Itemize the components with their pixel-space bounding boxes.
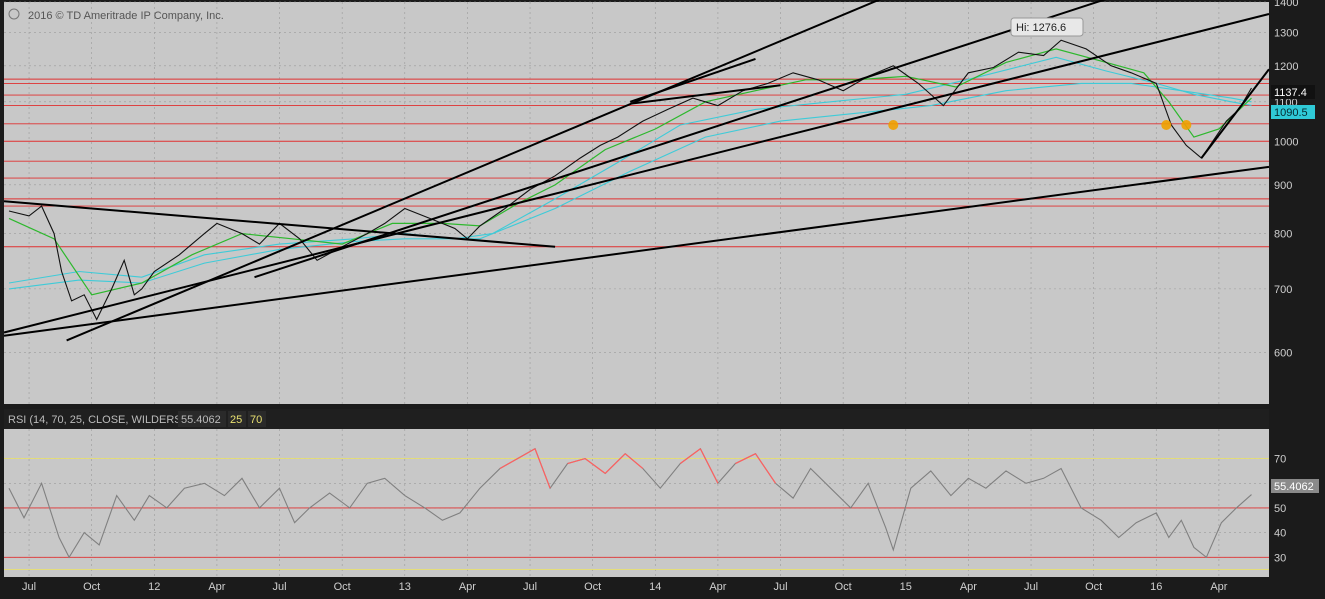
time-tick-label: Apr	[208, 581, 225, 593]
rsi-overbought-segment	[624, 453, 644, 469]
slow-ma-2-line	[8, 82, 1252, 290]
rsi-panel[interactable]	[4, 429, 1269, 577]
rsi-tick-label: 50	[1274, 503, 1286, 515]
rsi-overbought-segment	[735, 453, 756, 465]
rsi-tick-label: 30	[1274, 552, 1286, 564]
rsi-grid	[4, 429, 1269, 577]
markers	[888, 120, 1192, 131]
rsi-study-label: RSI (14, 70, 25, CLOSE, WILDERS)	[8, 414, 185, 426]
time-tick-label: Apr	[459, 581, 476, 593]
time-tick-label: Oct	[334, 581, 351, 593]
trend-line	[3, 200, 556, 248]
time-tick-label: 14	[649, 581, 661, 593]
price-tick-label: 600	[1274, 348, 1292, 360]
price-panel[interactable]	[4, 2, 1269, 404]
hi-label: Hi: 1276.6	[1016, 22, 1066, 34]
rsi-overbought-segment	[584, 458, 606, 474]
time-tick-label: 13	[399, 581, 411, 593]
rsi-header-bar	[4, 409, 1269, 429]
rsi-overbought-segment	[604, 453, 626, 474]
price-tick-label: 800	[1274, 229, 1292, 241]
last-price-value: 1137.4	[1274, 87, 1307, 99]
rsi-tick-label: 40	[1274, 528, 1286, 540]
rsi-overbought-segment	[534, 448, 551, 489]
price-tick-label: 700	[1274, 284, 1292, 296]
trend-line	[3, 13, 1270, 334]
signal-marker	[1161, 120, 1172, 131]
ma-value: 1090.5	[1274, 107, 1308, 119]
trend-line	[1200, 68, 1270, 159]
time-tick-label: Jul	[523, 581, 537, 593]
rsi-upper-level: 70	[250, 414, 262, 426]
rsi-series-group	[8, 447, 1252, 559]
time-tick-label: Oct	[83, 581, 100, 593]
time-axis: Jul Oct 12 Apr Jul Oct 13 Apr Jul Oct 14 Apr Jul Oct 1…	[22, 581, 1228, 593]
time-tick-label: Jul	[273, 581, 287, 593]
price-line	[8, 39, 1252, 321]
price-tick-label: 1400	[1274, 0, 1298, 9]
rsi-value-badge-text: 55.4062	[1274, 481, 1314, 493]
trend-line	[254, 0, 1107, 279]
time-tick-label: Oct	[584, 581, 601, 593]
time-tick-label: Apr	[960, 581, 977, 593]
rsi-value-badge	[1271, 479, 1319, 493]
signal-marker	[1181, 120, 1192, 131]
trend-line	[66, 0, 882, 342]
price-tick-label: 900	[1274, 180, 1292, 192]
rsi-overbought-segment	[699, 448, 719, 484]
hi-callout: Hi: 1276.6	[1010, 17, 1084, 37]
time-tick-label: Oct	[835, 581, 852, 593]
price-series-group	[8, 39, 1252, 321]
rsi-current-value: 55.4062	[181, 414, 221, 426]
info-icon[interactable]	[8, 8, 20, 20]
rsi-overbought-segment	[499, 458, 518, 469]
support-levels	[4, 78, 1269, 248]
rsi-overbought-segment	[517, 448, 536, 460]
last-price-badge	[1271, 85, 1315, 99]
time-tick-label: Jul	[1024, 581, 1038, 593]
rsi-lower-level: 25	[230, 414, 242, 426]
time-tick-label: 16	[1150, 581, 1162, 593]
signal-marker	[888, 120, 899, 131]
fast-ma-line	[8, 48, 1252, 296]
copyright-text: 2016 © TD Ameritrade IP Company, Inc.	[28, 10, 224, 22]
trend-line	[3, 165, 1270, 337]
time-tick-label: 15	[900, 581, 912, 593]
time-tick-label: Jul	[22, 581, 36, 593]
price-tick-label: 1200	[1274, 61, 1298, 73]
rsi-upper-box	[248, 411, 266, 427]
rsi-overbought-segment	[679, 448, 701, 465]
time-tick-label: Jul	[774, 581, 788, 593]
rsi-lower-box	[228, 411, 246, 427]
rsi-tick-label: 70	[1274, 454, 1286, 466]
ma-badge	[1271, 105, 1315, 119]
time-tick-label: 12	[148, 581, 160, 593]
slow-ma-1-line	[8, 56, 1252, 284]
rsi-current-box	[178, 411, 226, 427]
rsi-overbought-segment	[567, 458, 586, 465]
trend-lines	[3, 0, 1270, 342]
trend-line	[629, 58, 756, 103]
trend-line	[630, 84, 781, 105]
time-tick-label: Apr	[1210, 581, 1227, 593]
time-tick-label: Apr	[709, 581, 726, 593]
rsi-overbought-segment	[754, 453, 777, 484]
price-tick-label: 1000	[1274, 136, 1298, 148]
time-tick-label: Oct	[1085, 581, 1102, 593]
price-tick-label: 1300	[1274, 28, 1298, 40]
